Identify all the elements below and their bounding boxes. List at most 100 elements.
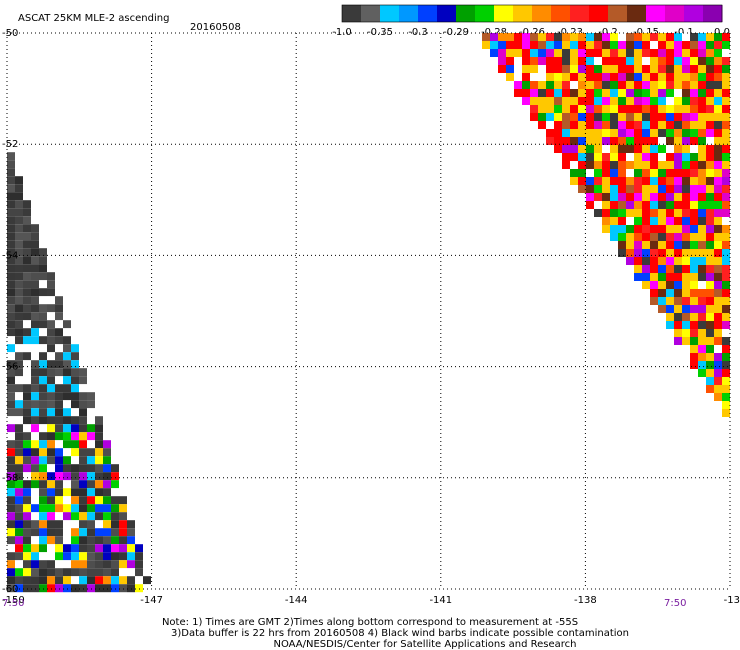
swath-cell [682,137,690,145]
swath-cell [722,217,730,225]
swath-cell [658,169,666,177]
swath-cell [674,249,682,257]
swath-cell [15,200,23,209]
swath-cell [63,576,71,585]
swath-cell [698,265,706,273]
swath-cell [634,169,642,177]
swath-cell [642,241,650,249]
swath-cell [71,584,79,593]
swath-cell [79,544,87,553]
swath-cell [23,576,31,585]
swath-cell [95,448,103,457]
swath-cell [538,81,546,89]
swath-cell [658,137,666,145]
swath-cell [602,217,610,225]
swath-cell [530,41,538,49]
swath-cell [666,97,674,105]
swath-cell [63,456,71,465]
swath-cell [690,81,698,89]
swath-cell [586,145,594,153]
swath-cell [15,576,23,585]
swath-cell [95,512,103,521]
swath-cell [15,552,23,561]
swath-cell [610,113,618,121]
swath-cell [15,408,23,417]
swath-cell [690,89,698,97]
swath-cell [39,264,47,273]
swath-cell [111,512,119,521]
swath-cell [658,49,666,57]
swath-cell [15,216,23,225]
swath-cell [618,233,626,241]
swath-cell [23,520,31,529]
swath-cell [63,344,71,353]
swath-cell [698,225,706,233]
swath-cell [706,281,714,289]
swath-cell [47,488,55,497]
gridlines [6,32,731,590]
swath-cell [39,488,47,497]
swath-cell [103,504,111,513]
swath-cell [31,496,39,505]
swath-cell [15,368,23,377]
swath-cell [674,89,682,97]
swath-cell [610,81,618,89]
swath-cell [578,161,586,169]
swath-cell [626,209,634,217]
swath-cell [586,81,594,89]
swath-cell [514,57,522,65]
swath-cell [47,272,55,281]
swath-cell [690,73,698,81]
swath-cell [594,193,602,201]
swath-cell [586,57,594,65]
swath-cell [570,89,578,97]
swath-cell [71,504,79,513]
swath-cell [111,472,119,481]
x-tick-label: -141 [429,595,452,606]
swath-cell [31,536,39,545]
swath-cell [63,584,71,593]
swath-cell [546,33,554,41]
swath-cell [666,321,674,329]
swath-cell [706,49,714,57]
swath-cell [666,265,674,273]
swath-cell [698,209,706,217]
swath-cell [63,512,71,521]
swath-cell [538,105,546,113]
swath-cell [626,177,634,185]
swath-cell [47,464,55,473]
swath-cell [610,233,618,241]
swath-cell [682,145,690,153]
swath-cell [682,105,690,113]
swath-cell [666,297,674,305]
swath-cell [31,352,39,361]
swath-cell [47,576,55,585]
swath-cell [47,352,55,361]
swath-cell [71,512,79,521]
swath-cell [714,153,722,161]
data-cells [7,33,730,593]
swath-cell [15,296,23,305]
swath-cell [63,328,71,337]
swath-cell [31,456,39,465]
swath-cell [666,129,674,137]
swath-cell [674,273,682,281]
swath-cell [578,65,586,73]
swath-cell [578,121,586,129]
swath-cell [650,209,658,217]
swath-cell [706,377,714,385]
swath-cell [47,416,55,425]
swath-cell [714,369,722,377]
y-tick-label: -52 [2,139,18,150]
swath-cell [690,305,698,313]
swath-cell [618,169,626,177]
swath-cell [23,448,31,457]
swath-cell [626,233,634,241]
swath-cell [570,65,578,73]
swath-cell [7,512,15,521]
swath-cell [618,209,626,217]
swath-cell [682,273,690,281]
swath-cell [31,472,39,481]
swath-cell [47,296,55,305]
swath-cell [602,97,610,105]
